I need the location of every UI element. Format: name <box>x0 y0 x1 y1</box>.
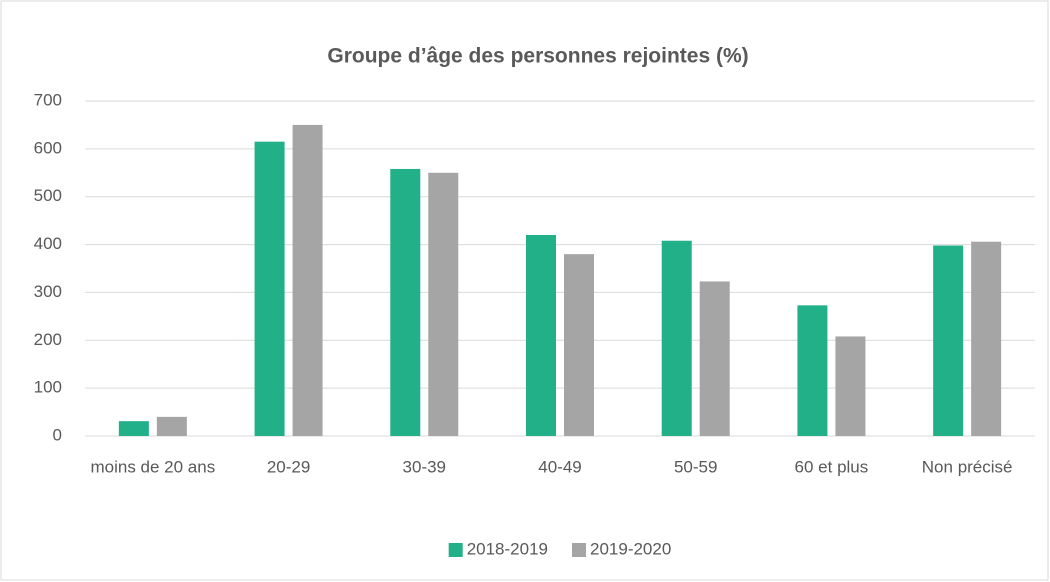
bar <box>661 240 692 436</box>
y-tick-label: 600 <box>34 138 62 157</box>
x-tick-label: 50-59 <box>674 457 717 476</box>
x-tick-label: Non précisé <box>922 457 1013 476</box>
y-tick-label: 500 <box>34 186 62 205</box>
y-tick-label: 300 <box>34 282 62 301</box>
y-tick-label: 0 <box>53 425 62 444</box>
x-tick-label: 30-39 <box>403 457 446 476</box>
x-tick-label: moins de 20 ans <box>90 457 215 476</box>
chart-title: Groupe d’âge des personnes rejointes (%) <box>327 45 748 68</box>
bar <box>428 172 459 437</box>
bar <box>156 416 187 436</box>
bar <box>292 124 323 436</box>
legend-label: 2019-2020 <box>590 539 671 558</box>
bar <box>118 421 149 436</box>
bar <box>797 305 828 436</box>
legend-swatch <box>572 543 586 557</box>
y-tick-label: 400 <box>34 234 62 253</box>
x-tick-label: 60 et plus <box>795 457 869 476</box>
legend-swatch <box>448 543 463 557</box>
bar <box>564 254 594 436</box>
bar <box>390 168 421 436</box>
bar <box>254 141 285 436</box>
bar <box>933 245 964 436</box>
x-tick-label: 20-29 <box>267 457 310 476</box>
x-tick-label: 40-49 <box>538 457 581 476</box>
bar <box>526 235 556 436</box>
bar <box>699 281 730 436</box>
bar <box>971 241 1002 436</box>
y-tick-label: 700 <box>34 90 62 109</box>
y-tick-label: 100 <box>34 378 62 397</box>
legend-label: 2018-2019 <box>467 539 548 558</box>
bar <box>835 336 866 436</box>
y-tick-label: 200 <box>34 330 62 349</box>
